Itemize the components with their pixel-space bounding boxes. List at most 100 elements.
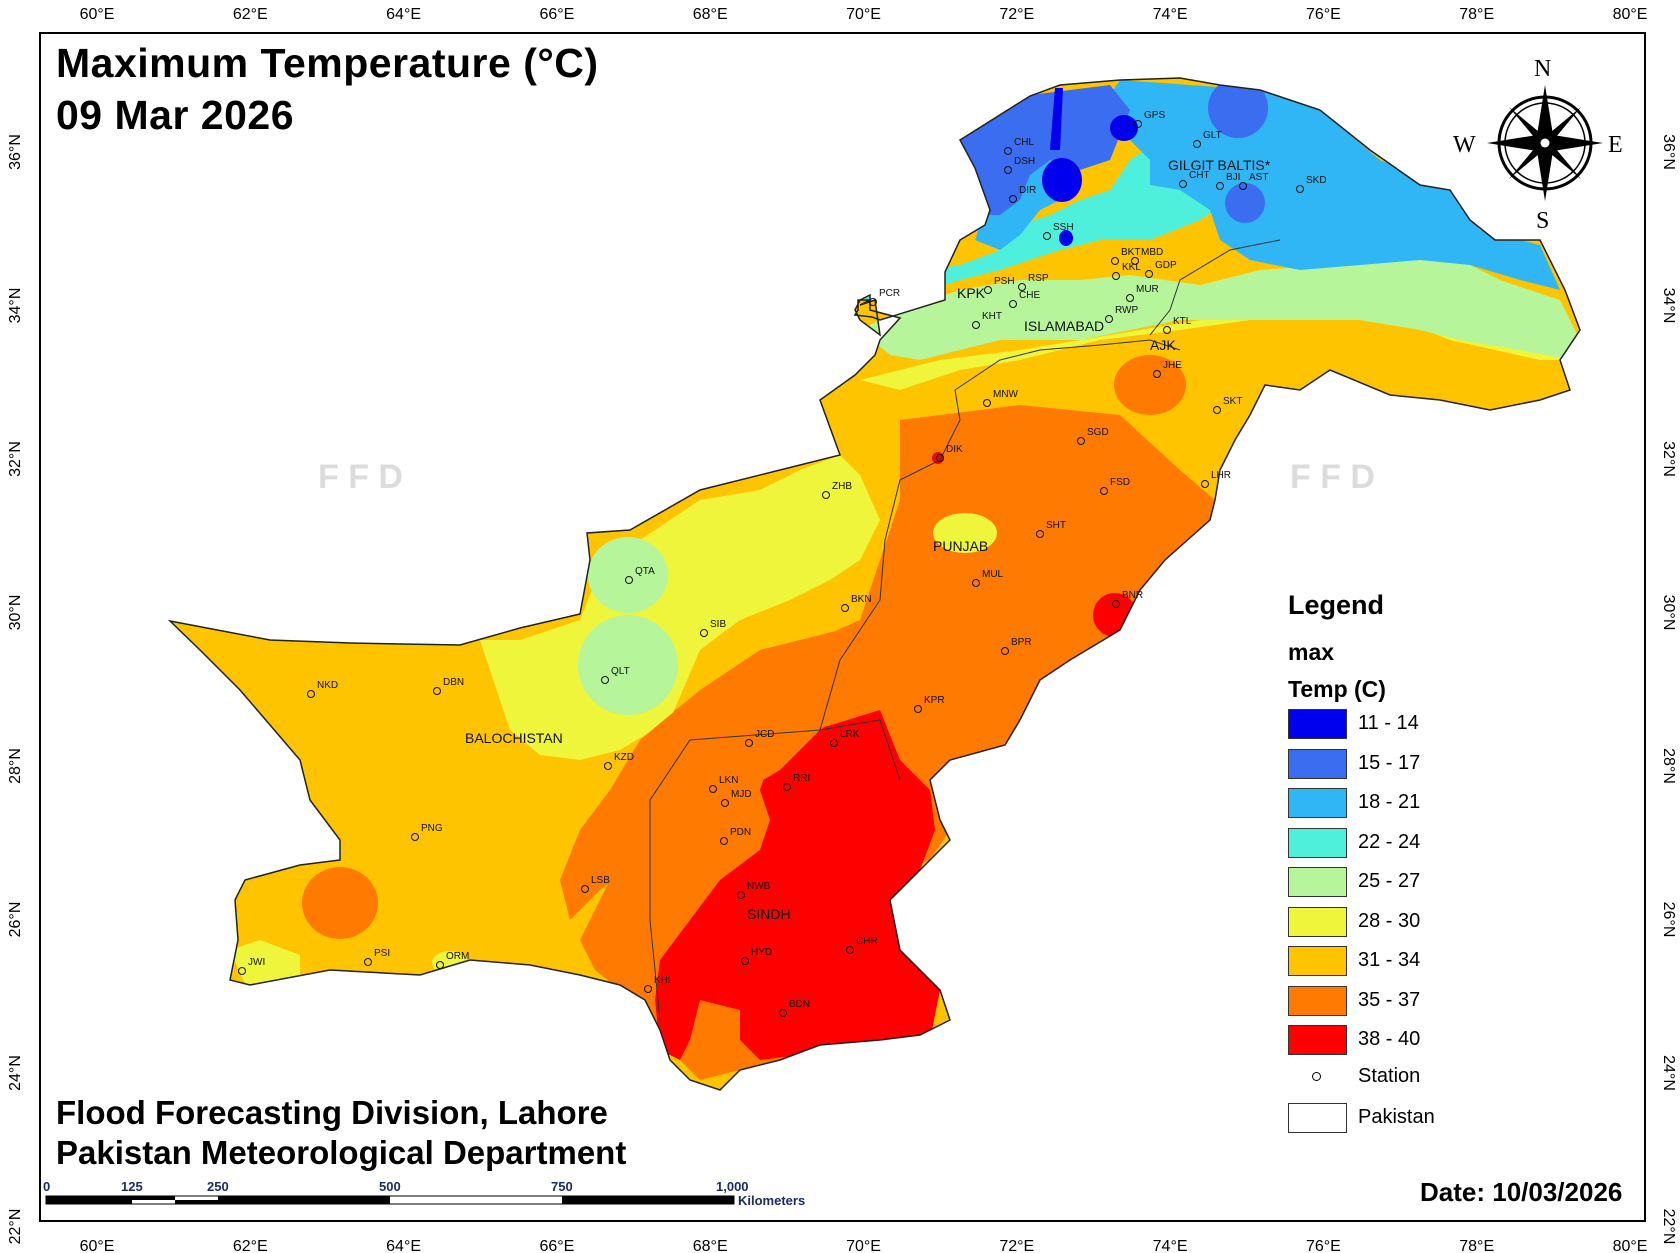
region-label-gilgit: GILGIT BALTIS*: [1168, 157, 1271, 173]
station-label-sib: SIB: [710, 619, 726, 630]
station-label-bkt: BKT: [1121, 247, 1140, 258]
station-marker-skd: [1296, 185, 1304, 193]
station-marker-bdn: [779, 1009, 787, 1017]
station-label-hyd: HYD: [751, 947, 772, 958]
latitude-label: 28°N: [1660, 748, 1677, 784]
station-label-rsp: RSP: [1028, 273, 1049, 284]
station-label-chl: CHL: [1014, 137, 1034, 148]
compass-west: W: [1453, 132, 1476, 158]
station-marker-rri: [783, 783, 791, 791]
station-marker-jcd: [745, 739, 753, 747]
station-marker-qlt: [601, 676, 609, 684]
station-label-bdn: BDN: [789, 999, 810, 1010]
station-label-jwi: JWI: [248, 957, 265, 968]
station-label-dbn: DBN: [443, 677, 464, 688]
region-labels: BALOCHISTAN PUNJAB SINDH KPK ISLAMABAD A…: [465, 157, 1271, 922]
longitude-label: 64°E: [386, 1238, 421, 1253]
station-marker-orm: [436, 961, 444, 969]
longitude-label: 74°E: [1153, 6, 1188, 23]
longitude-label: 60°E: [80, 6, 115, 23]
issue-date: Date: 10/03/2026: [1420, 1177, 1623, 1207]
legend-swatch: [1288, 709, 1347, 739]
latitude-label: 30°N: [7, 595, 24, 631]
station-marker-pdn: [720, 837, 728, 845]
legend-boundary-row: Pakistan: [1288, 1102, 1608, 1139]
legend-swatch: [1288, 867, 1347, 897]
scale-bar-labels: 0 125 250 500 750 1,000 Kilometers: [43, 1179, 805, 1208]
legend-class-label: 31 - 34: [1358, 949, 1421, 971]
region-label-sindh: SINDH: [747, 906, 791, 922]
longitude-label: 80°E: [1613, 6, 1648, 23]
station-label-qlt: QLT: [611, 666, 630, 677]
station-marker-pcr: [869, 298, 877, 306]
station-marker-cht: [1179, 180, 1187, 188]
station-label-kkl: KKL: [1122, 262, 1141, 273]
legend-swatch: [1288, 1025, 1347, 1055]
legend-class-label: 22 - 24: [1358, 830, 1421, 853]
station-marker-mjd: [721, 799, 729, 807]
latitude-labels-left: 36°N 34°N 32°N 30°N 28°N 26°N 24°N 22°N: [7, 134, 24, 1244]
station-label-rwp: RWP: [1115, 305, 1138, 316]
station-marker-lkn: [709, 785, 717, 793]
region-label-ajk: AJK: [1150, 337, 1176, 353]
station-marker-skt: [1213, 406, 1221, 414]
longitude-label: 76°E: [1306, 6, 1341, 23]
station-marker-sht: [1036, 530, 1044, 538]
longitude-label: 66°E: [539, 1238, 574, 1253]
station-label-jcd: JCD: [755, 729, 774, 740]
legend-swatch: [1288, 985, 1347, 1016]
latitude-labels-right: 36°N 34°N 32°N 30°N 28°N 26°N 24°N 22°N: [1660, 134, 1677, 1244]
station-label-psh: PSH: [994, 276, 1015, 287]
station-label-khi: KHI: [654, 975, 671, 986]
legend-class-row: 22 - 24: [1288, 827, 1608, 868]
latitude-label: 22°N: [1660, 1209, 1677, 1245]
station-label-sgd: SGD: [1087, 427, 1109, 438]
map-title: Maximum Temperature (°C): [56, 40, 599, 86]
station-label-dik: DIK: [946, 444, 963, 455]
station-marker-ast: [1239, 182, 1247, 190]
longitude-label: 66°E: [539, 6, 574, 23]
station-marker-mbd: [1131, 257, 1139, 265]
latitude-label: 36°N: [7, 134, 24, 170]
station-marker-dir: [1009, 195, 1017, 203]
scale-unit: Kilometers: [738, 1193, 805, 1208]
latitude-label: 22°N: [7, 1209, 24, 1245]
station-label-nkd: NKD: [317, 680, 338, 691]
station-marker-bkt: [1111, 257, 1119, 265]
scale-tick-500: 500: [379, 1179, 401, 1194]
station-marker-nwb: [737, 891, 745, 899]
latitude-label: 24°N: [1660, 1055, 1677, 1091]
latitude-label: 34°N: [7, 288, 24, 324]
station-label-kht: KHT: [982, 311, 1002, 322]
longitude-label: 64°E: [386, 6, 421, 23]
station-label-mul: MUL: [982, 569, 1004, 580]
map-date-title: 09 Mar 2026: [56, 92, 295, 138]
station-label-mnw: MNW: [993, 389, 1019, 400]
station-marker-kpr: [914, 705, 922, 713]
station-marker-hyd: [741, 957, 749, 965]
longitude-label: 72°E: [999, 1238, 1034, 1253]
credit-ffd: Flood Forecasting Division, Lahore: [56, 1094, 608, 1131]
station-label-nwb: NWB: [747, 881, 771, 892]
longitude-label: 70°E: [846, 1238, 881, 1253]
scale-bar: [45, 1195, 735, 1205]
latitude-label: 34°N: [1660, 288, 1677, 324]
latitude-label: 36°N: [1660, 134, 1677, 170]
station-marker-sib: [700, 629, 708, 637]
station-label-sht: SHT: [1046, 520, 1066, 531]
legend-class-row: 11 - 14: [1288, 709, 1608, 749]
station-label-mur: MUR: [1136, 284, 1159, 295]
latitude-label: 24°N: [7, 1055, 24, 1091]
legend-swatch: [1288, 946, 1347, 976]
legend-swatch: [1288, 827, 1347, 858]
legend-station-label: Station: [1358, 1064, 1421, 1087]
station-marker-bkn: [841, 604, 849, 612]
station-marker-mul: [972, 579, 980, 587]
latitude-label: 26°N: [1660, 902, 1677, 938]
longitude-label: 60°E: [80, 1238, 115, 1253]
station-label-dir: DIR: [1019, 185, 1036, 196]
legend-swatch: [1288, 788, 1347, 818]
longitude-label: 68°E: [693, 1238, 728, 1253]
longitude-label: 80°E: [1613, 1238, 1648, 1253]
